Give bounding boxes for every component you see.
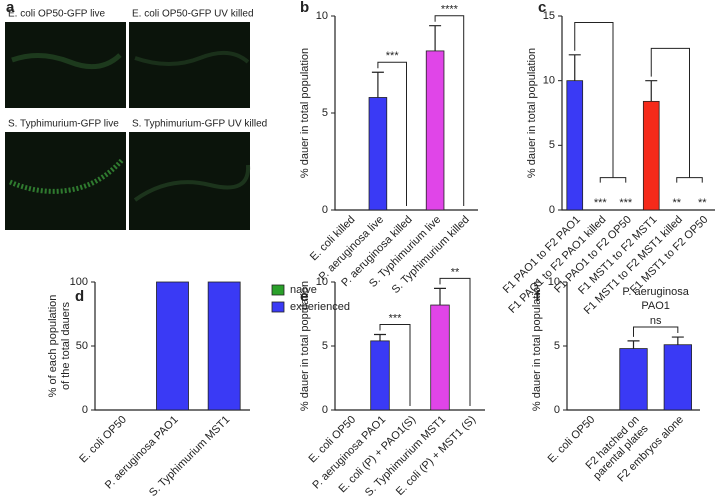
legend-label: naïve	[290, 284, 317, 296]
y-axis-label: % dauer in total population	[526, 48, 538, 178]
y-tick-label: 0	[322, 404, 328, 416]
error-bar	[429, 25, 442, 51]
chart-title: PAO1	[641, 300, 670, 312]
bracket	[434, 15, 465, 206]
y-tick-label: 5	[322, 340, 328, 352]
panel-label: e	[300, 288, 308, 305]
significance: **	[451, 266, 460, 278]
y-tick-label: 0	[82, 404, 88, 416]
significance: ***	[619, 197, 633, 209]
error-bar	[568, 54, 581, 81]
bar	[566, 80, 584, 211]
panel-label: c	[538, 0, 546, 16]
worm	[11, 53, 122, 70]
x-tick-label: E. coli OP50	[77, 414, 129, 466]
significance: ***	[386, 50, 400, 62]
significance: ***	[594, 197, 608, 209]
bracket	[377, 61, 407, 206]
worm	[9, 158, 124, 194]
caption: E. coli OP50-GFP UV killed	[132, 9, 254, 20]
y-axis-label: % dauer in total population	[299, 48, 311, 178]
bar	[619, 348, 648, 411]
bar	[156, 281, 189, 411]
significance: ***	[389, 312, 403, 324]
caption: E. coli OP50-GFP live	[8, 9, 106, 20]
micrographs	[5, 22, 251, 230]
legend-swatch	[271, 301, 285, 313]
worm	[133, 164, 251, 202]
bar	[642, 100, 660, 211]
bracket	[574, 21, 627, 183]
y-tick-label: 0	[322, 204, 328, 216]
y-tick-label: 5	[322, 107, 328, 119]
error-bar	[671, 336, 684, 345]
y-tick-label: 10	[316, 276, 328, 288]
panel-label: f	[535, 288, 541, 305]
worm	[134, 50, 250, 66]
legend-swatch	[271, 284, 285, 296]
panel-label: b	[300, 0, 309, 16]
error-bar	[371, 71, 384, 98]
y-axis-label: of the total dauers	[60, 301, 72, 390]
axis	[561, 16, 715, 211]
bar	[370, 340, 390, 411]
bracket	[650, 47, 703, 183]
image	[5, 132, 126, 230]
bar	[425, 50, 445, 211]
bar	[207, 281, 241, 411]
y-tick-label: 0	[554, 404, 560, 416]
image	[129, 22, 250, 108]
bracket	[633, 326, 679, 337]
chart-title: P. aeruginosa	[622, 286, 689, 298]
y-axis-label: % of each population	[47, 295, 59, 398]
y-tick-label: 15	[543, 10, 555, 22]
bar	[368, 97, 388, 211]
significance: **	[698, 197, 707, 209]
y-axis-label: % dauer in total population	[299, 281, 311, 411]
error-bar	[374, 333, 386, 341]
y-tick-label: 5	[549, 139, 555, 151]
error-bar	[645, 80, 658, 102]
y-tick-label: 10	[316, 10, 328, 22]
y-tick-label: 5	[554, 340, 560, 352]
bar	[663, 344, 692, 411]
panel-label: d	[75, 288, 84, 305]
caption: S. Typhimurium-GFP UV killed	[132, 119, 267, 130]
y-tick-label: 0	[549, 204, 555, 216]
bracket	[439, 277, 471, 406]
significance: **	[672, 197, 681, 209]
y-tick-label: 50	[76, 340, 88, 352]
bar	[430, 304, 450, 411]
panel-label: a	[6, 0, 15, 16]
significance: ****	[441, 4, 459, 16]
y-tick-label: 10	[543, 75, 555, 87]
significance: ns	[650, 315, 662, 327]
y-axis-label: % dauer in total population	[531, 281, 543, 411]
y-tick-label: 10	[548, 276, 560, 288]
y-tick-label: 100	[70, 276, 88, 288]
error-bar	[434, 287, 446, 306]
bracket	[379, 323, 411, 406]
caption: S. Typhimurium-GFP live	[8, 119, 119, 130]
error-bar	[627, 340, 640, 349]
